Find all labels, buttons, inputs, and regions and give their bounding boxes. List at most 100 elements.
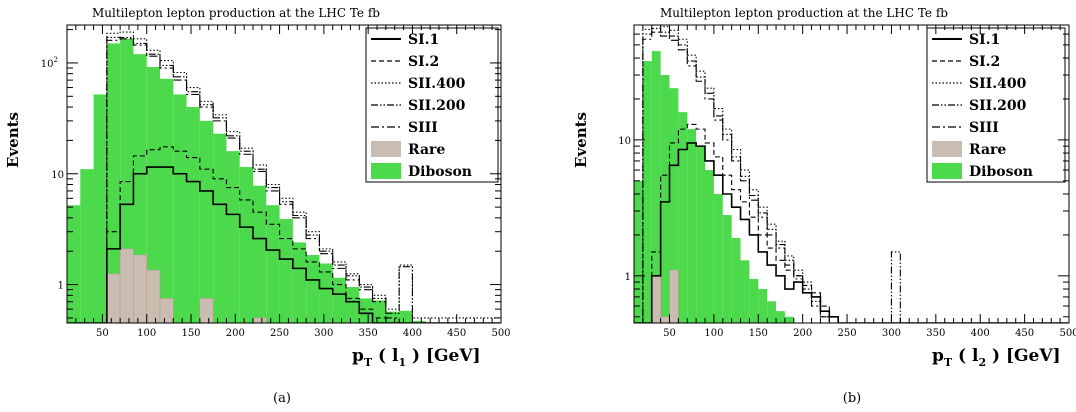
- a-legend-label: Diboson: [408, 164, 472, 180]
- b-legend: SI.1 SI.2 SII.400 SII.200 SIII Rare Diboson: [926, 27, 1066, 183]
- panel-a-y-ticks: 1 10 102: [41, 29, 501, 319]
- b-legend-label: SI.1: [969, 32, 1000, 48]
- b-x-tick-label: 300: [882, 328, 901, 339]
- b-diboson-bin: [784, 316, 794, 323]
- b-diboson-bin: [740, 260, 750, 323]
- b-legend-label: Diboson: [969, 164, 1033, 180]
- a-x-tick-label: 100: [137, 328, 156, 339]
- a-x-tick-label: 200: [226, 328, 245, 339]
- panel-b-title: Multilepton lepton production at the LHC…: [660, 6, 948, 20]
- a-diboson-bin: [146, 66, 160, 323]
- panel-b-xlabel-sub-t: T: [944, 356, 953, 369]
- a-legend: SI.1 SI.2 SII.400 SII.200 SIII Rare Diboson: [365, 27, 499, 183]
- panel-a-label: (a): [273, 391, 291, 406]
- a-diboson-bin: [279, 219, 293, 323]
- b-legend-label: Rare: [969, 142, 1006, 158]
- a-diboson-bin: [412, 320, 426, 323]
- a-diboson-bin: [93, 94, 107, 323]
- b-x-tick-label: 100: [704, 328, 723, 339]
- a-x-tick-label: 300: [314, 328, 333, 339]
- a-x-tick-label: 450: [447, 328, 466, 339]
- a-legend-label: SII.200: [408, 98, 466, 114]
- panel-b-xlabel-l: l: [972, 346, 979, 366]
- b-diboson-bin: [713, 193, 723, 323]
- b-legend-label: SI.2: [969, 54, 1000, 70]
- panel-b-xlabel: pT ( l2 ) [GeV]: [932, 346, 1061, 369]
- b-series-siii: [634, 31, 1069, 323]
- a-x-tick-label: 250: [270, 328, 289, 339]
- a-rare-bin: [106, 273, 121, 323]
- a-series-siii: [67, 38, 501, 323]
- a-diboson-bin: [266, 205, 280, 323]
- a-rare-bin: [119, 248, 134, 323]
- b-diboson-bin: [687, 129, 697, 323]
- panel-a-xlabel-l: l: [392, 346, 399, 366]
- a-x-tick-label: 400: [403, 328, 422, 339]
- a-rare-bin: [133, 254, 148, 323]
- b-series-sii-200: [634, 27, 1069, 323]
- b-rare-bin: [669, 269, 679, 323]
- b-legend-swatch-rare: [932, 141, 962, 157]
- a-diboson-bin: [160, 78, 174, 323]
- a-y-tick-label: 10: [51, 170, 64, 181]
- panel-b-label: (b): [843, 391, 861, 406]
- a-x-tick-label: 150: [181, 328, 200, 339]
- a-diboson-bin: [346, 287, 360, 323]
- b-y-tick-label: 1: [625, 272, 631, 283]
- a-diboson-bin: [80, 169, 94, 323]
- b-diboson-bin: [696, 146, 706, 323]
- panel-b-xlabel-open: (: [952, 346, 972, 366]
- b-legend-label: SII.200: [969, 98, 1027, 114]
- panel-a-xlabel-p: p: [352, 346, 364, 366]
- a-rare-bin: [199, 298, 214, 323]
- panel-b-ylabel: Events: [572, 112, 590, 168]
- a-diboson-bin: [399, 310, 413, 323]
- panel-b-xlabel-sub-2: 2: [978, 356, 986, 369]
- panel-a-plot-area: SI.1 SI.2 SII.400 SII.200 SIII Rare Diboson: [66, 24, 502, 324]
- b-x-tick-label: 250: [838, 328, 857, 339]
- a-x-tick-label: 500: [491, 328, 510, 339]
- b-diboson-bin: [767, 301, 777, 323]
- a-y-tick-label: 102: [41, 56, 58, 70]
- b-legend-label: SII.400: [969, 76, 1027, 92]
- b-diboson-bin: [678, 112, 688, 323]
- a-legend-label: SIII: [408, 120, 438, 136]
- a-legend-label: SI.2: [408, 54, 439, 70]
- panel-b: Multilepton lepton production at the LHC…: [572, 6, 1076, 406]
- b-x-tick-label: 200: [793, 328, 812, 339]
- b-diboson-bin: [634, 180, 643, 323]
- a-diboson-bin: [253, 185, 267, 323]
- a-diboson-bin: [67, 205, 81, 323]
- b-diboson-bin: [758, 289, 768, 323]
- b-diboson-bin: [722, 215, 732, 323]
- b-diboson-bin: [705, 170, 714, 323]
- b-diboson-bin: [776, 311, 785, 323]
- a-x-tick-label: 50: [96, 328, 109, 339]
- b-diboson-bin: [642, 61, 652, 323]
- panel-b-xlabel-p: p: [932, 346, 944, 366]
- panel-a-xlabel-close: ) [GeV]: [406, 346, 481, 366]
- a-rare-bin: [252, 317, 267, 323]
- a-series-si-1: [67, 166, 501, 323]
- a-diboson-bin: [385, 311, 400, 323]
- b-diboson-bin: [651, 51, 661, 323]
- b-diboson-bin: [660, 75, 670, 323]
- a-diboson-bin: [319, 263, 333, 323]
- a-diboson-bin: [359, 298, 373, 323]
- a-diboson-bin: [186, 107, 200, 323]
- a-rare-bin: [159, 298, 174, 323]
- panel-b-x-ticks: 50 100 150 200 250 300 350 400 450 500: [633, 25, 1076, 339]
- a-legend-label: Rare: [408, 142, 445, 158]
- a-legend-swatch-rare: [371, 141, 401, 157]
- a-diboson-bin: [372, 300, 386, 323]
- a-diboson-bin: [199, 120, 214, 323]
- b-legend-swatch-diboson: [932, 163, 962, 179]
- b-x-tick-label: 150: [749, 328, 768, 339]
- b-diboson-bin: [731, 237, 741, 323]
- panel-a-xlabel-open: (: [372, 346, 392, 366]
- a-diboson-bin: [173, 94, 187, 323]
- b-axes-frame: [633, 24, 1070, 324]
- a-diboson-bin: [106, 43, 121, 323]
- panel-a-ylabel: Events: [4, 112, 22, 168]
